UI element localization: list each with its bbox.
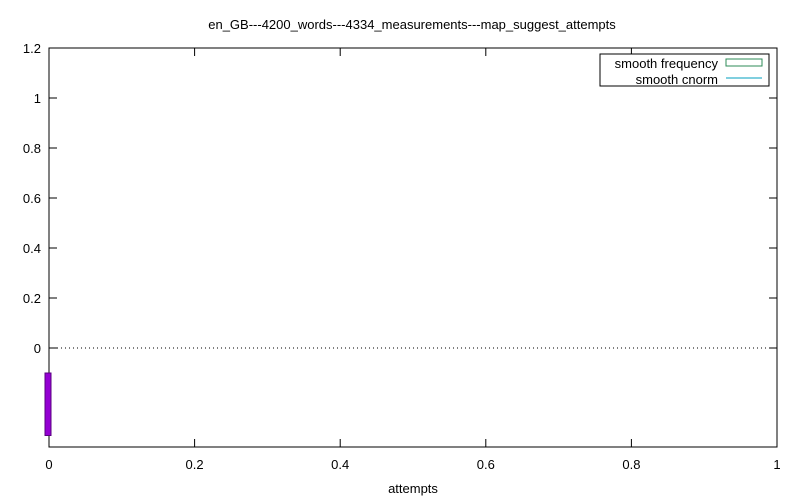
y-tick-label: 0.4 xyxy=(23,241,41,256)
legend-swatch-smooth-frequency xyxy=(725,58,763,67)
y-tick-label: 0.2 xyxy=(23,291,41,306)
x-tick-label: 1 xyxy=(773,457,780,472)
bar xyxy=(44,372,52,436)
y-axis: 0 0.2 0.4 0.6 0.8 1 1.2 xyxy=(23,41,777,356)
y-tick-label: 0 xyxy=(34,341,41,356)
legend-label-smooth-cnorm: smooth cnorm xyxy=(636,72,718,87)
x-tick-label: 0.6 xyxy=(477,457,495,472)
y-tick-label: 0.8 xyxy=(23,141,41,156)
x-tick-label: 0.4 xyxy=(331,457,349,472)
legend: smooth frequency smooth cnorm xyxy=(599,53,770,87)
x-axis: 0 0.2 0.4 0.6 0.8 1 xyxy=(45,48,781,472)
x-tick-label: 0.8 xyxy=(622,457,640,472)
bars xyxy=(44,372,52,436)
y-tick-label: 1 xyxy=(34,91,41,106)
plot-frame xyxy=(48,47,778,448)
x-axis-label: attempts xyxy=(388,481,438,496)
x-tick-label: 0 xyxy=(45,457,52,472)
x-tick-label: 0.2 xyxy=(186,457,204,472)
y-tick-label: 0.6 xyxy=(23,191,41,206)
y-tick-label: 1.2 xyxy=(23,41,41,56)
legend-label-smooth-frequency: smooth frequency xyxy=(615,56,719,71)
chart-title: en_GB---4200_words---4334_measurements--… xyxy=(208,17,616,32)
